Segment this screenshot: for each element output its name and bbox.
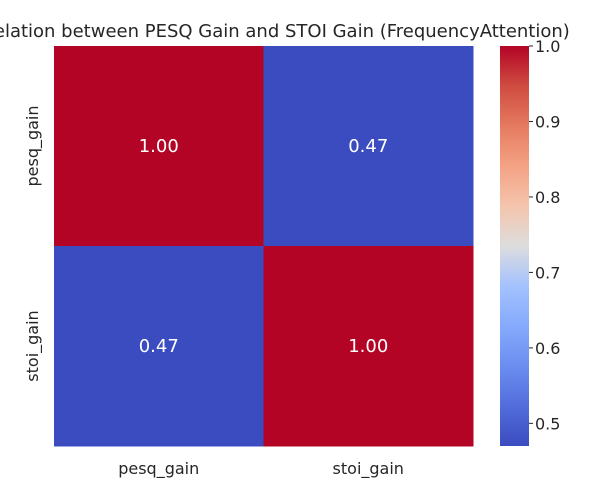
y-tick-label-0: pesq_gain (23, 105, 43, 186)
cell-value-label-1-0: 0.47 (139, 336, 179, 357)
colorbar-tick-label-5: 1.0 (535, 37, 560, 56)
chart-title: Correlation between PESQ Gain and STOI G… (0, 21, 570, 42)
x-axis-tick-labels: pesq_gain stoi_gain (118, 459, 404, 479)
colorbar (500, 46, 529, 446)
cell-value-label-0-0: 1.00 (139, 136, 179, 157)
colorbar-tick-label-3: 0.8 (535, 188, 560, 207)
cell-value-label-0-1: 0.47 (348, 136, 388, 157)
heatmap-cell-1-1 (263, 246, 474, 447)
x-tick-label-1: stoi_gain (333, 459, 404, 479)
heatmap-cell-1-0 (54, 246, 264, 447)
colorbar-tick-label-4: 0.9 (535, 112, 560, 131)
x-tick-label-0: pesq_gain (118, 459, 199, 479)
colorbar-tick-label-2: 0.7 (535, 263, 560, 282)
y-axis-tick-labels: pesq_gain stoi_gain (23, 105, 43, 381)
heatmap-cell-0-0 (54, 46, 264, 247)
colorbar-tick-label-1: 0.6 (535, 339, 560, 358)
colorbar-ticks: 0.5 0.6 0.7 0.8 0.9 1.0 (529, 37, 560, 433)
heatmap-cell-0-1 (263, 46, 474, 247)
cell-value-label-1-1: 1.00 (348, 336, 388, 357)
y-tick-label-1: stoi_gain (23, 310, 43, 381)
heatmap-cells: 1.00 0.47 0.47 1.00 (54, 46, 474, 447)
colorbar-tick-label-0: 0.5 (535, 414, 560, 433)
